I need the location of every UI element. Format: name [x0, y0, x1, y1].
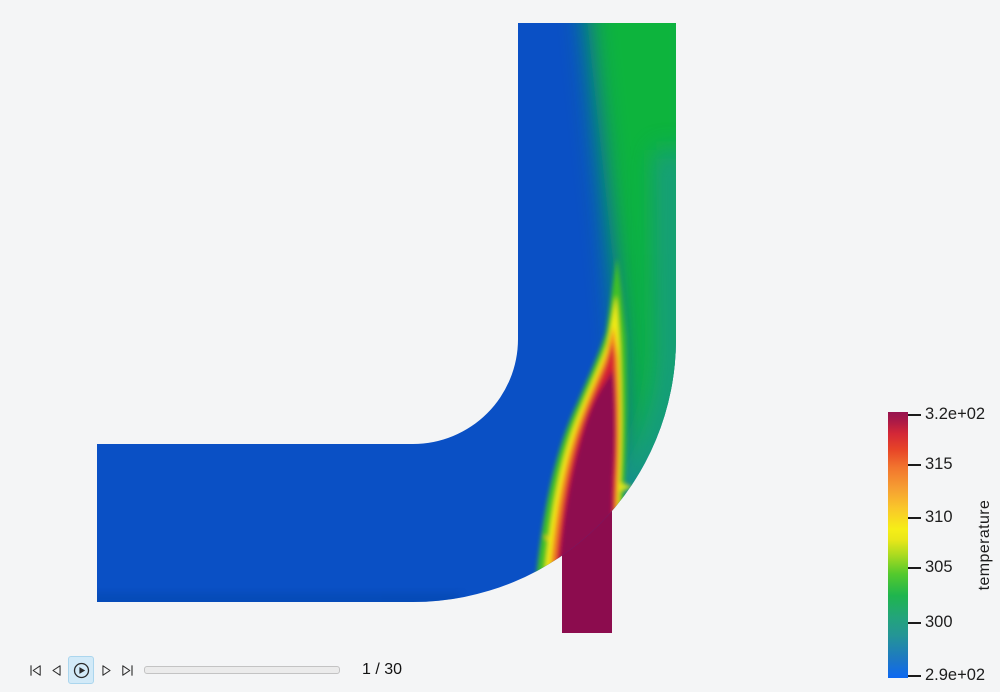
- first-frame-button[interactable]: [26, 659, 44, 681]
- colorbar-title: temperature: [976, 499, 993, 591]
- tick-label: 315: [925, 455, 953, 473]
- frame-counter: 1 / 30: [362, 661, 403, 678]
- last-frame-button[interactable]: [118, 659, 136, 681]
- play-icon: [73, 662, 89, 678]
- lower-wall-shading: [97, 593, 460, 602]
- previous-frame-button[interactable]: [47, 659, 65, 681]
- outer-wall-thermal-layer: [605, 149, 676, 511]
- skip-to-end-icon: [121, 664, 133, 676]
- tick-mark: [908, 464, 921, 466]
- tick-mark: [908, 414, 921, 416]
- tick-mark: [908, 622, 921, 624]
- frame-slider[interactable]: [144, 666, 340, 674]
- tick-mark: [908, 517, 921, 519]
- colorbar-gradient: [888, 412, 908, 678]
- tick-label: 2.9e+02: [925, 666, 986, 684]
- tick-mark: [908, 567, 921, 569]
- next-frame-icon: [101, 664, 111, 676]
- tick-mark: [908, 675, 921, 677]
- tick-label: 310: [925, 508, 953, 526]
- play-button[interactable]: [68, 656, 94, 684]
- skip-to-start-icon: [29, 664, 41, 676]
- tick-label: 3.2e+02: [925, 405, 986, 423]
- tick-label: 300: [925, 613, 953, 631]
- tick-label: 305: [925, 558, 953, 576]
- colorbar-legend: 3.2e+02 315 310 305 300 2.9e+02 temperat…: [888, 405, 1000, 684]
- next-frame-button[interactable]: [97, 659, 115, 681]
- previous-frame-icon: [51, 664, 61, 676]
- animation-controls: 1 / 30: [26, 654, 402, 686]
